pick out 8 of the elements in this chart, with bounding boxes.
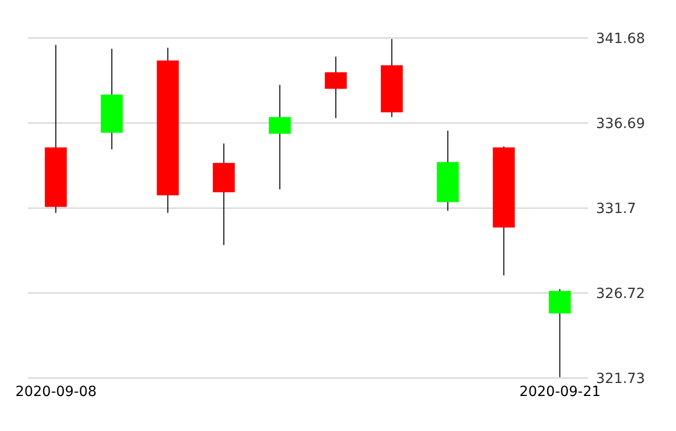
candlestick (324, 56, 347, 119)
candlestick (548, 288, 571, 378)
y-tick-label: 331.7 (596, 201, 636, 218)
x-tick-label: 2020-09-08 (15, 384, 97, 400)
y-tick-label: 326.72 (596, 286, 645, 302)
candlestick (268, 84, 291, 190)
y-tick-label: 341.68 (596, 30, 645, 47)
y-tick-label: 336.69 (596, 116, 645, 132)
